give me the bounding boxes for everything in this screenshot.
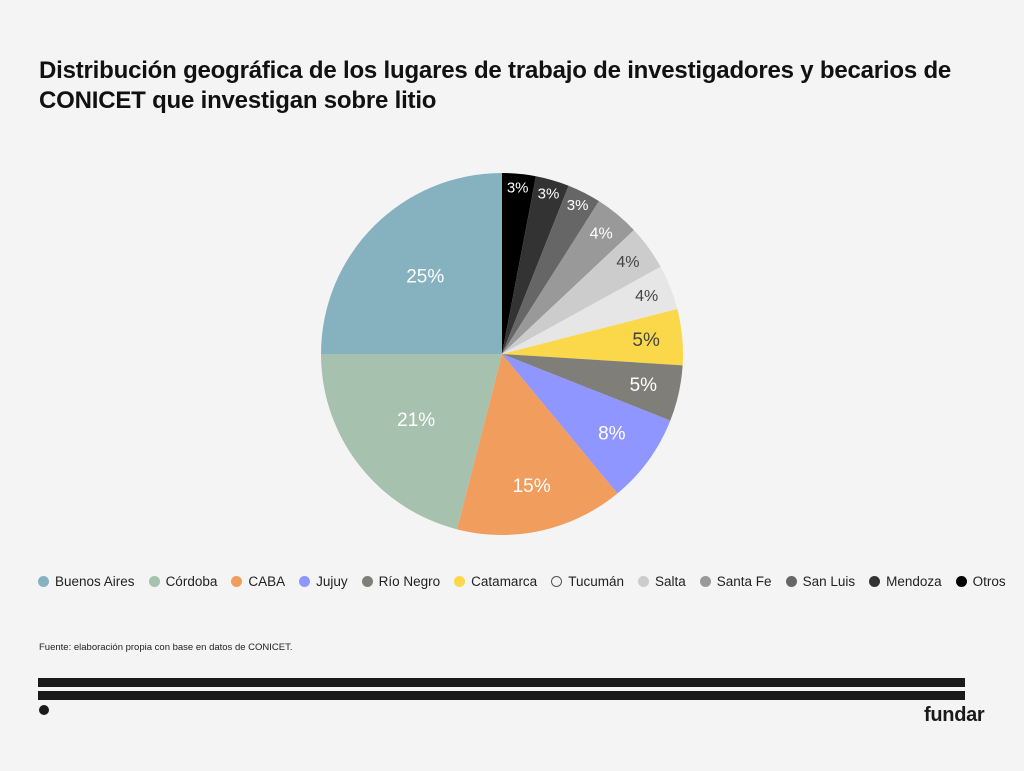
legend-swatch [785, 576, 797, 587]
legend-item: Córdoba [148, 574, 218, 589]
legend-swatch [148, 576, 160, 587]
pie-label: 8% [598, 423, 626, 444]
pie-label: 3% [507, 180, 529, 197]
legend-label: Jujuy [316, 574, 348, 589]
legend-swatch [454, 576, 466, 587]
legend-swatch [361, 576, 373, 587]
brand-logo: fundar [924, 704, 985, 726]
legend-item: Río Negro [361, 574, 441, 589]
legend-swatch [551, 576, 563, 587]
legend-item: Mendoza [869, 574, 942, 589]
legend-label: Otros [972, 574, 1006, 589]
pie-label: 4% [590, 226, 613, 243]
legend-item: Catamarca [454, 574, 537, 589]
legend-swatch [231, 576, 243, 587]
legend-label: Buenos Aires [55, 574, 135, 589]
footer-dot [39, 705, 49, 715]
pie-label: 5% [630, 375, 658, 396]
legend-item: Santa Fe [699, 574, 772, 589]
legend-item: Tucumán [551, 574, 624, 589]
pie-label: 21% [397, 410, 435, 431]
pie-slice-río-negro [502, 354, 683, 421]
legend-label: Catamarca [471, 574, 538, 589]
pie-label: 4% [635, 288, 658, 305]
legend-swatch [38, 576, 49, 587]
legend-swatch [869, 576, 881, 587]
pie-label: 15% [513, 476, 551, 497]
pie-slice-mendoza [502, 176, 569, 354]
pie-slice-córdoba [321, 354, 502, 530]
pie-slice-salta [502, 230, 661, 354]
legend-swatch [299, 576, 311, 587]
source-note: Fuente: elaboración propia con base en d… [39, 642, 293, 653]
legend: Buenos Aires Córdoba CABA Jujuy Río Negro Cat… [38, 574, 1020, 589]
footer-bar-top [38, 678, 965, 687]
legend-label: Mendoza [886, 574, 942, 589]
legend-item: Salta [637, 574, 686, 589]
pie-slice-caba [456, 354, 618, 535]
pie-slice-jujuy [502, 354, 671, 494]
legend-label: Córdoba [165, 574, 218, 589]
legend-label: Tucumán [568, 574, 624, 589]
legend-label: Río Negro [378, 574, 441, 589]
pie-slice-santa-fe [502, 201, 634, 354]
legend-item: San Luis [785, 574, 856, 589]
pie-slice-catamarca [502, 308, 684, 366]
legend-swatch [955, 576, 967, 587]
pie-label: 25% [406, 267, 444, 288]
pie-slice-san-luis [502, 185, 599, 354]
footer-bar-bottom [38, 691, 965, 700]
legend-label: San Luis [802, 574, 856, 589]
pie-slice-otros [502, 173, 536, 354]
pie-label: 5% [632, 330, 660, 351]
legend-swatch [637, 576, 649, 587]
legend-item: Buenos Aires [38, 574, 135, 589]
legend-label: Santa Fe [716, 574, 772, 589]
legend-label: CABA [248, 574, 286, 589]
pie-slice-tucumán [502, 266, 678, 354]
legend-swatch [699, 576, 711, 587]
legend-label: Salta [654, 574, 686, 589]
pie-label: 4% [616, 254, 639, 271]
legend-item: Otros [955, 574, 1006, 589]
pie-label: 3% [567, 197, 589, 214]
chart-title: Distribución geográfica de los lugares d… [39, 57, 952, 114]
pie-slice-buenos-aires [321, 173, 502, 354]
pie-chart: 3% 3%3%4%4%4%5%5%8%15%21%25% [321, 173, 684, 535]
legend-item: Jujuy [299, 574, 348, 589]
pie-label: 3% [538, 186, 560, 203]
legend-item: CABA [231, 574, 285, 589]
